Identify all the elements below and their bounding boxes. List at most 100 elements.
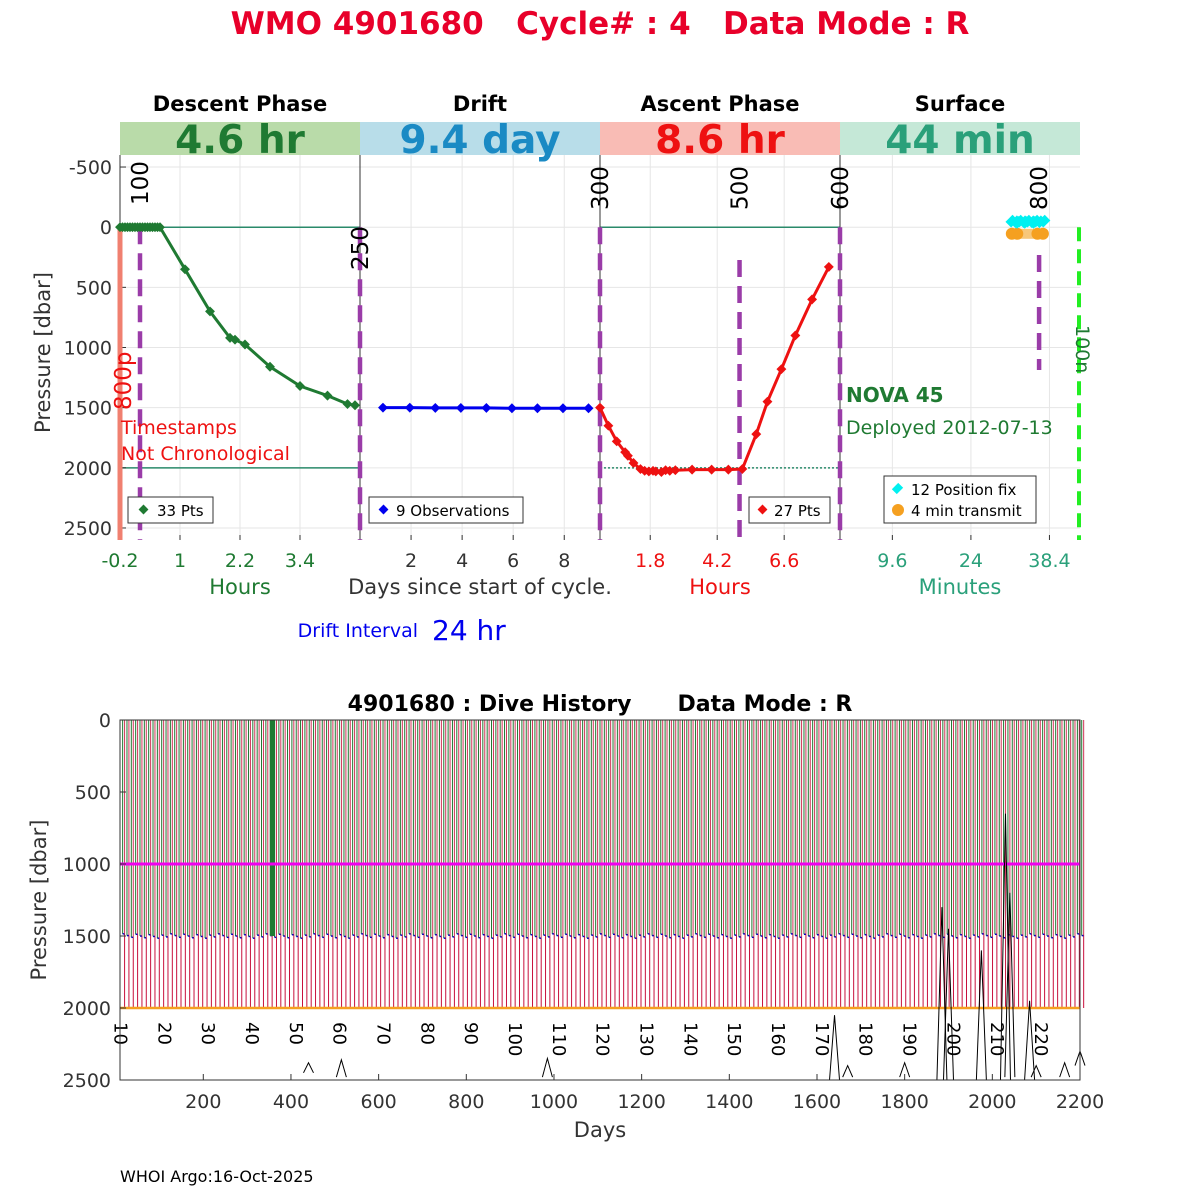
y-tick-label: 1000 [64, 338, 112, 360]
cycle-number-label: 170 [811, 1022, 832, 1056]
ascent-point [603, 420, 614, 431]
history-x-tick-label: 1000 [530, 1091, 578, 1113]
surface-time-spike [1059, 1061, 1071, 1078]
history-y-tick-label: 1000 [63, 854, 111, 876]
x-tick-label: 9.6 [877, 550, 907, 572]
history-y-tick-label: 2000 [63, 998, 111, 1020]
x-tick-label: 6.6 [769, 550, 799, 572]
transmit-point [1036, 227, 1049, 240]
surface-time-spike [303, 1061, 314, 1074]
cycle-number-label: 90 [460, 1022, 481, 1045]
ascent-point [622, 450, 633, 461]
y-tick-label: 0 [100, 217, 112, 239]
dive-history-plot: 10 20 30 40 50 60 70 80 90 100 110 120 130 140 150 160 1… [27, 710, 1104, 1142]
x-tick-label: 4 [456, 550, 468, 572]
y-tick-label: 2500 [64, 518, 112, 540]
descent-point [342, 399, 353, 409]
cycle-number-label: 190 [898, 1022, 919, 1056]
phase-title: Surface [915, 92, 1005, 116]
cycle-number-label: 140 [679, 1022, 700, 1056]
cycle-number-label: 120 [592, 1022, 613, 1056]
descent-point [155, 222, 165, 233]
surface-legend-transmit-marker [892, 504, 904, 516]
drift-legend-marker [378, 504, 389, 515]
ascent-series-line [598, 266, 831, 474]
ascent-point [650, 466, 661, 477]
drift-point [506, 403, 517, 414]
history-y-tick-label: 1500 [63, 926, 111, 948]
phase-title: Descent Phase [153, 92, 327, 116]
x-tick-label: 6 [507, 550, 519, 572]
surface-marker-label: 100n [1071, 325, 1093, 373]
cycle-number-label: 110 [548, 1022, 569, 1056]
phase-marker-label: 800 [1027, 166, 1053, 210]
ascent-legend-marker [757, 504, 768, 515]
phase-duration-band [600, 122, 840, 155]
cycle-number-label: 180 [855, 1022, 876, 1056]
phase-duration: 44 min [885, 118, 1035, 163]
drift-point [455, 402, 466, 413]
transmit-point [1011, 227, 1024, 240]
cycle-number-label: 20 [153, 1022, 174, 1045]
surface-time-spike [1004, 892, 1016, 1078]
history-x-tick-label: 800 [448, 1091, 484, 1113]
ascent-point [706, 464, 717, 475]
x-axis-label-center: Days since start of cycle. [348, 575, 612, 599]
cycle-number-label: 60 [329, 1022, 350, 1045]
surface-time-spike [541, 1056, 553, 1078]
float-name: NOVA 45 [846, 383, 944, 407]
y-axis-label: Pressure [dbar] [31, 272, 55, 433]
surface-time-spike [335, 1058, 347, 1078]
x-axis-label: Minutes [919, 575, 1002, 599]
descent-point [322, 390, 333, 401]
surface-time-spike [942, 928, 954, 1081]
x-tick-label: 4.2 [702, 550, 732, 572]
ascent-point [628, 458, 639, 468]
cycle-number-label: 100 [504, 1022, 525, 1056]
cycle-number-label: 150 [723, 1022, 744, 1056]
main-title: WMO 4901680 Cycle# : 4 Data Mode : R [231, 6, 970, 42]
drift-point [404, 402, 415, 413]
position-fix-point [1027, 216, 1041, 229]
position-fix-point [1037, 214, 1051, 228]
ascent-point [670, 465, 681, 476]
history-frame [119, 719, 1081, 1081]
ascent-point [664, 465, 675, 476]
drift-legend-box [368, 496, 524, 524]
surface-legend-fix-marker [891, 482, 904, 495]
phase-duration-band [360, 122, 600, 155]
descent-point [230, 334, 240, 345]
position-fix-point [1019, 216, 1032, 229]
x-tick-label: 8 [558, 550, 570, 572]
history-x-tick-label: 2000 [968, 1091, 1016, 1113]
x-tick-label: 24 [959, 550, 983, 572]
history-y-axis-label: Pressure [dbar] [27, 820, 51, 981]
descent-point [205, 306, 215, 317]
ascent-point [595, 402, 605, 413]
ascent-point [687, 464, 698, 475]
drift-interval-value: 24 hr [432, 614, 506, 647]
surface-legend-transmit-label: 4 min transmit [911, 502, 1022, 520]
y-tick-label: 1500 [64, 398, 112, 420]
history-x-tick-label: 400 [273, 1091, 309, 1113]
x-tick-label: 2.2 [225, 550, 255, 572]
ascent-point [790, 330, 801, 341]
surface-legend-box [883, 475, 1037, 524]
phase-marker-label: 250 [348, 226, 374, 270]
cycle-number-label: 80 [416, 1022, 437, 1045]
x-tick-label: -0.2 [101, 550, 138, 572]
surface-time-spike [1030, 1064, 1042, 1078]
y-tick-label: 2000 [64, 458, 112, 480]
phase-marker-label: 100 [128, 161, 154, 205]
descent-legend-marker [138, 504, 149, 515]
footer-credit: WHOI Argo:16-Oct-2025 [120, 1167, 314, 1186]
descent-legend-label: 33 Pts [157, 502, 204, 520]
ascent-point [807, 294, 818, 305]
surface-time-spike [899, 1061, 911, 1078]
surface-time-spike [975, 950, 987, 1081]
dive-history-title: 4901680 : Dive History Data Mode : R [348, 692, 853, 717]
descent-point [265, 361, 275, 372]
phase-duration-band [840, 122, 1080, 155]
surface-time-spike [829, 1015, 841, 1081]
cycle-number-label: 70 [372, 1022, 393, 1045]
